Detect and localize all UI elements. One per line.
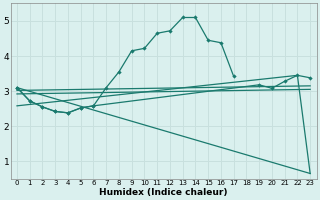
X-axis label: Humidex (Indice chaleur): Humidex (Indice chaleur) — [99, 188, 228, 197]
